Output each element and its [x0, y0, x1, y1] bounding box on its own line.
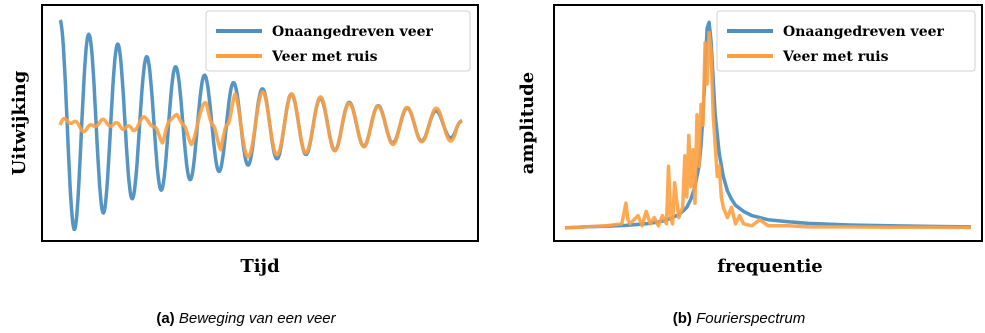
legend-label-0: Onaangedreven veer: [272, 24, 434, 40]
caption-b-label: (b): [672, 310, 692, 327]
series-group: [564, 20, 972, 230]
chart-fourier-spectrum: Onaangedreven veer Veer met ruis frequen…: [517, 4, 983, 277]
legend-label-1: Veer met ruis: [782, 49, 889, 65]
caption-b: (b) Fourierspectrum: [493, 310, 985, 327]
legend: Onaangedreven veer Veer met ruis: [716, 10, 976, 72]
legend: Onaangedreven veer Veer met ruis: [205, 10, 471, 72]
legend-box: [716, 10, 976, 72]
series-line-0: [564, 20, 972, 230]
series-group: [58, 19, 464, 232]
legend-label-1: Veer met ruis: [271, 49, 378, 65]
legend-box: [205, 10, 471, 72]
x-axis-label: frequentie: [717, 256, 823, 277]
series-line-1: [58, 90, 464, 159]
series-line-1: [564, 30, 972, 230]
chart-spring-motion: Onaangedreven veer Veer met ruis Tijd Ui…: [9, 4, 479, 277]
caption-b-text: Fourierspectrum: [696, 310, 806, 327]
panel-spring-motion: Onaangedreven veer Veer met ruis Tijd Ui…: [0, 0, 492, 333]
caption-a-text: Beweging van een veer: [178, 310, 336, 327]
legend-label-0: Onaangedreven veer: [783, 24, 945, 40]
caption-a-label: (a): [156, 310, 175, 327]
plot-frame: [553, 4, 983, 242]
panel-fourier-spectrum: Onaangedreven veer Veer met ruis frequen…: [493, 0, 985, 333]
y-axis-label: amplitude: [517, 72, 538, 174]
plot-frame: [41, 4, 479, 242]
caption-a: (a) Beweging van een veer: [0, 310, 492, 327]
y-axis-label: Uitwijking: [9, 70, 30, 175]
x-axis-label: Tijd: [240, 256, 280, 277]
